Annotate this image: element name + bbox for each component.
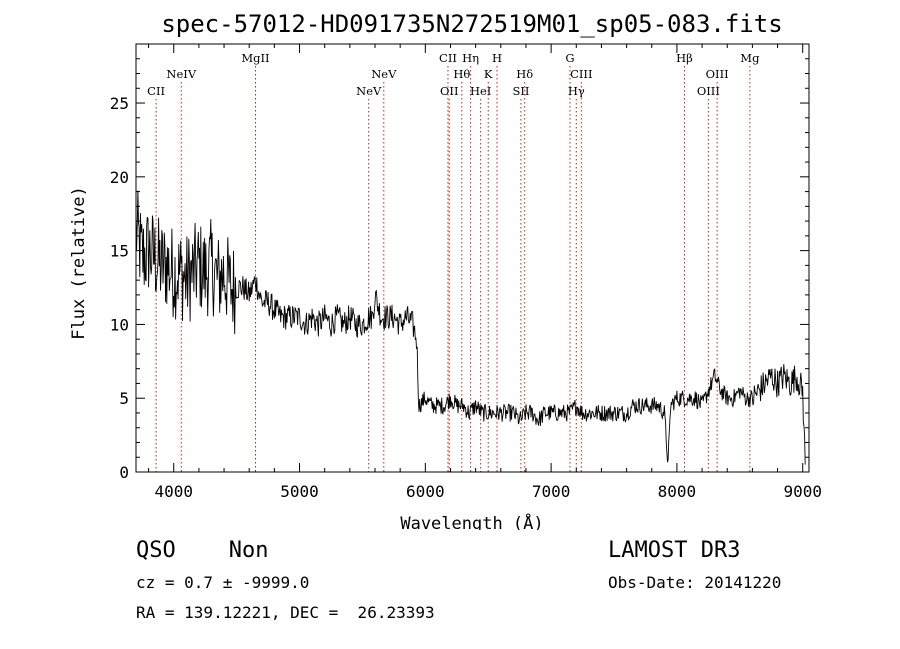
y-tick-label: 10 <box>110 315 129 334</box>
spectral-line-label: SII <box>512 84 529 98</box>
spectral-line-label: Hη <box>462 51 479 65</box>
spectral-line-label: CII <box>147 84 165 98</box>
spectral-line-label: HeI <box>470 84 491 98</box>
spectral-line-label: Hδ <box>516 67 533 81</box>
emission-lines-group: CIINeIVMgIINeVNeVCIIOIIHθHηHeIKHSIIHδGHγ… <box>147 51 760 472</box>
y-axis-label: Flux (relative) <box>69 186 89 340</box>
plot-frame <box>135 43 810 473</box>
spectral-line-label: Mg <box>740 51 760 65</box>
spectrum-chart: spec-57012-HD091735N272519M01_sp05-083.f… <box>69 10 822 530</box>
x-tick-label: 5000 <box>280 482 319 501</box>
x-tick-label: 8000 <box>658 482 697 501</box>
coordinates-readout: RA = 139.12221, DEC = 26.23393 <box>136 603 435 622</box>
x-tick-label: 4000 <box>154 482 193 501</box>
spectral-line-label: CII <box>439 51 457 65</box>
survey-label: LAMOST DR3 <box>608 538 741 563</box>
y-tick-label: 25 <box>110 94 129 113</box>
spectral-line-label: OII <box>440 84 459 98</box>
y-tick-label: 0 <box>119 463 129 482</box>
y-tick-label: 5 <box>119 389 129 408</box>
spectral-line-label: Hθ <box>453 67 470 81</box>
obs-date-readout: Obs-Date: 20141220 <box>608 573 782 592</box>
chart-title: spec-57012-HD091735N272519M01_sp05-083.f… <box>161 10 782 38</box>
spectral-line-label: G <box>565 51 574 65</box>
spectral-line-label: CIII <box>570 67 592 81</box>
spectral-line-label: K <box>484 67 493 81</box>
redshift-readout: cz = 0.7 ± -9999.0 <box>136 573 310 592</box>
y-tick-label: 15 <box>110 242 129 261</box>
object-class-label: QSO Non <box>136 538 269 563</box>
spectral-line-label: Hβ <box>676 51 693 65</box>
spectral-line-label: NeIV <box>166 67 196 81</box>
spectral-line-label: OIII <box>706 67 729 81</box>
spectrum-line <box>135 190 806 465</box>
axis-ticks-group: 4000 5000 6000 7000 8000 9000 0 5 10 15 20 25 <box>110 44 822 501</box>
spectrum-group <box>135 190 806 465</box>
y-tick-label: 20 <box>110 168 129 187</box>
spectral-line-label: H <box>492 51 502 65</box>
x-tick-label: 7000 <box>532 482 571 501</box>
x-axis-label: Wavelength (Å) <box>400 512 543 530</box>
spectral-line-label: NeV <box>371 67 397 81</box>
spectral-line-label: MgII <box>241 51 269 65</box>
spectral-line-label: Hγ <box>568 84 585 98</box>
x-tick-label: 9000 <box>783 482 822 501</box>
x-tick-label: 6000 <box>406 482 445 501</box>
spectral-line-label: OIII <box>697 84 720 98</box>
spectral-line-label: NeV <box>356 84 382 98</box>
